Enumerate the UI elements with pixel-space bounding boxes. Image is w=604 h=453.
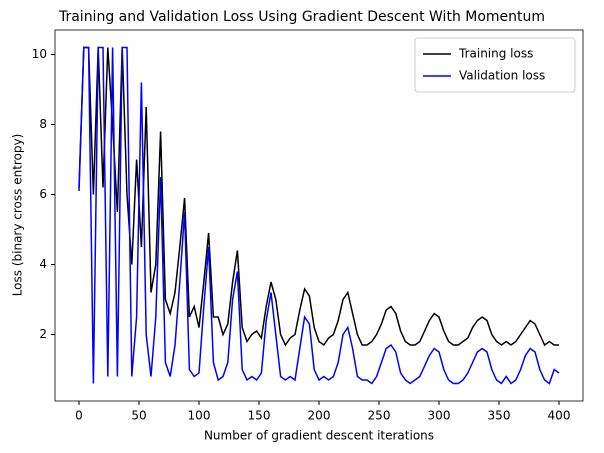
y-tick-label: 4: [39, 257, 47, 271]
x-tick-label: 50: [131, 409, 146, 423]
legend-box: [414, 37, 576, 93]
plot-frame: [54, 29, 584, 402]
x-tick-label: 0: [75, 409, 83, 423]
x-tick-label: 250: [368, 409, 391, 423]
y-tick-label: 6: [39, 187, 47, 201]
x-tick-label: 400: [548, 409, 571, 423]
series-line: [78, 46, 559, 347]
legend-label: Validation loss: [459, 69, 545, 83]
x-tick-label: 150: [248, 409, 271, 423]
x-tick-label: 350: [488, 409, 511, 423]
x-tick-label: 100: [188, 409, 211, 423]
legend-label: Training loss: [458, 47, 533, 61]
y-tick-label: 2: [39, 327, 47, 341]
y-axis-label: Loss (binary cross entropy): [11, 134, 25, 297]
chart-title: Training and Validation Loss Using Gradi…: [58, 9, 545, 25]
series-line: [78, 46, 560, 385]
x-tick-label: 200: [308, 409, 331, 423]
y-tick-label: 8: [39, 117, 47, 131]
x-axis-label: Number of gradient descent iterations: [204, 429, 434, 443]
y-tick-label: 10: [32, 47, 47, 61]
x-tick-label: 300: [428, 409, 451, 423]
